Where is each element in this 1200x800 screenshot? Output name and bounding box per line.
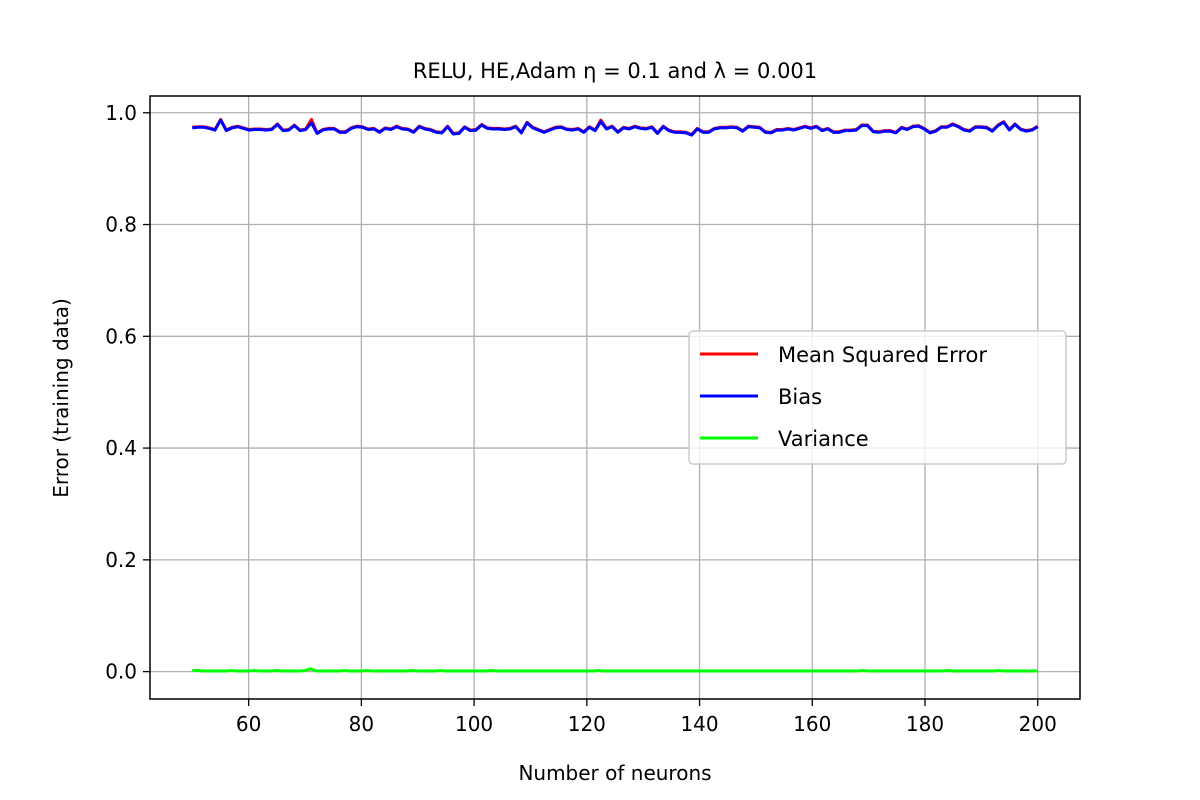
x-tick-label: 120 [568,712,606,736]
x-tick-label: 180 [906,712,944,736]
legend-label-bias: Bias [778,385,822,409]
series-lines [192,117,1039,673]
y-tick-label: 0.8 [105,213,137,237]
x-tick-label: 140 [680,712,718,736]
y-tick-label: 0.0 [105,660,137,684]
plot-area-frame [149,95,1081,700]
x-axis-label: Number of neurons [518,761,711,785]
y-tick-label: 0.2 [105,548,137,572]
legend-box [688,330,1067,465]
x-tick-label: 60 [236,712,261,736]
y-tick-label: 0.4 [105,436,137,460]
variance-line [192,667,1038,673]
legend-label-mse: Mean Squared Error [778,343,987,367]
legend-label-variance: Variance [778,427,869,451]
axis-ticks: 60 80 100 120 140 160 180 200 0.0 0.2 0.4 0.6 0.8 1.0 [105,101,1057,736]
x-tick-label: 160 [793,712,831,736]
y-axis-label: Error (training data) [49,298,73,498]
x-tick-label: 80 [349,712,374,736]
chart-title: RELU, HE,Adam η = 0.1 and λ = 0.001 [413,59,817,83]
y-tick-label: 0.6 [105,324,137,348]
bias-line [192,118,1039,137]
x-tick-label: 200 [1019,712,1057,736]
y-tick-label: 1.0 [105,101,137,125]
x-tick-label: 100 [455,712,493,736]
legend: Mean Squared Error Bias Variance [688,330,1067,465]
